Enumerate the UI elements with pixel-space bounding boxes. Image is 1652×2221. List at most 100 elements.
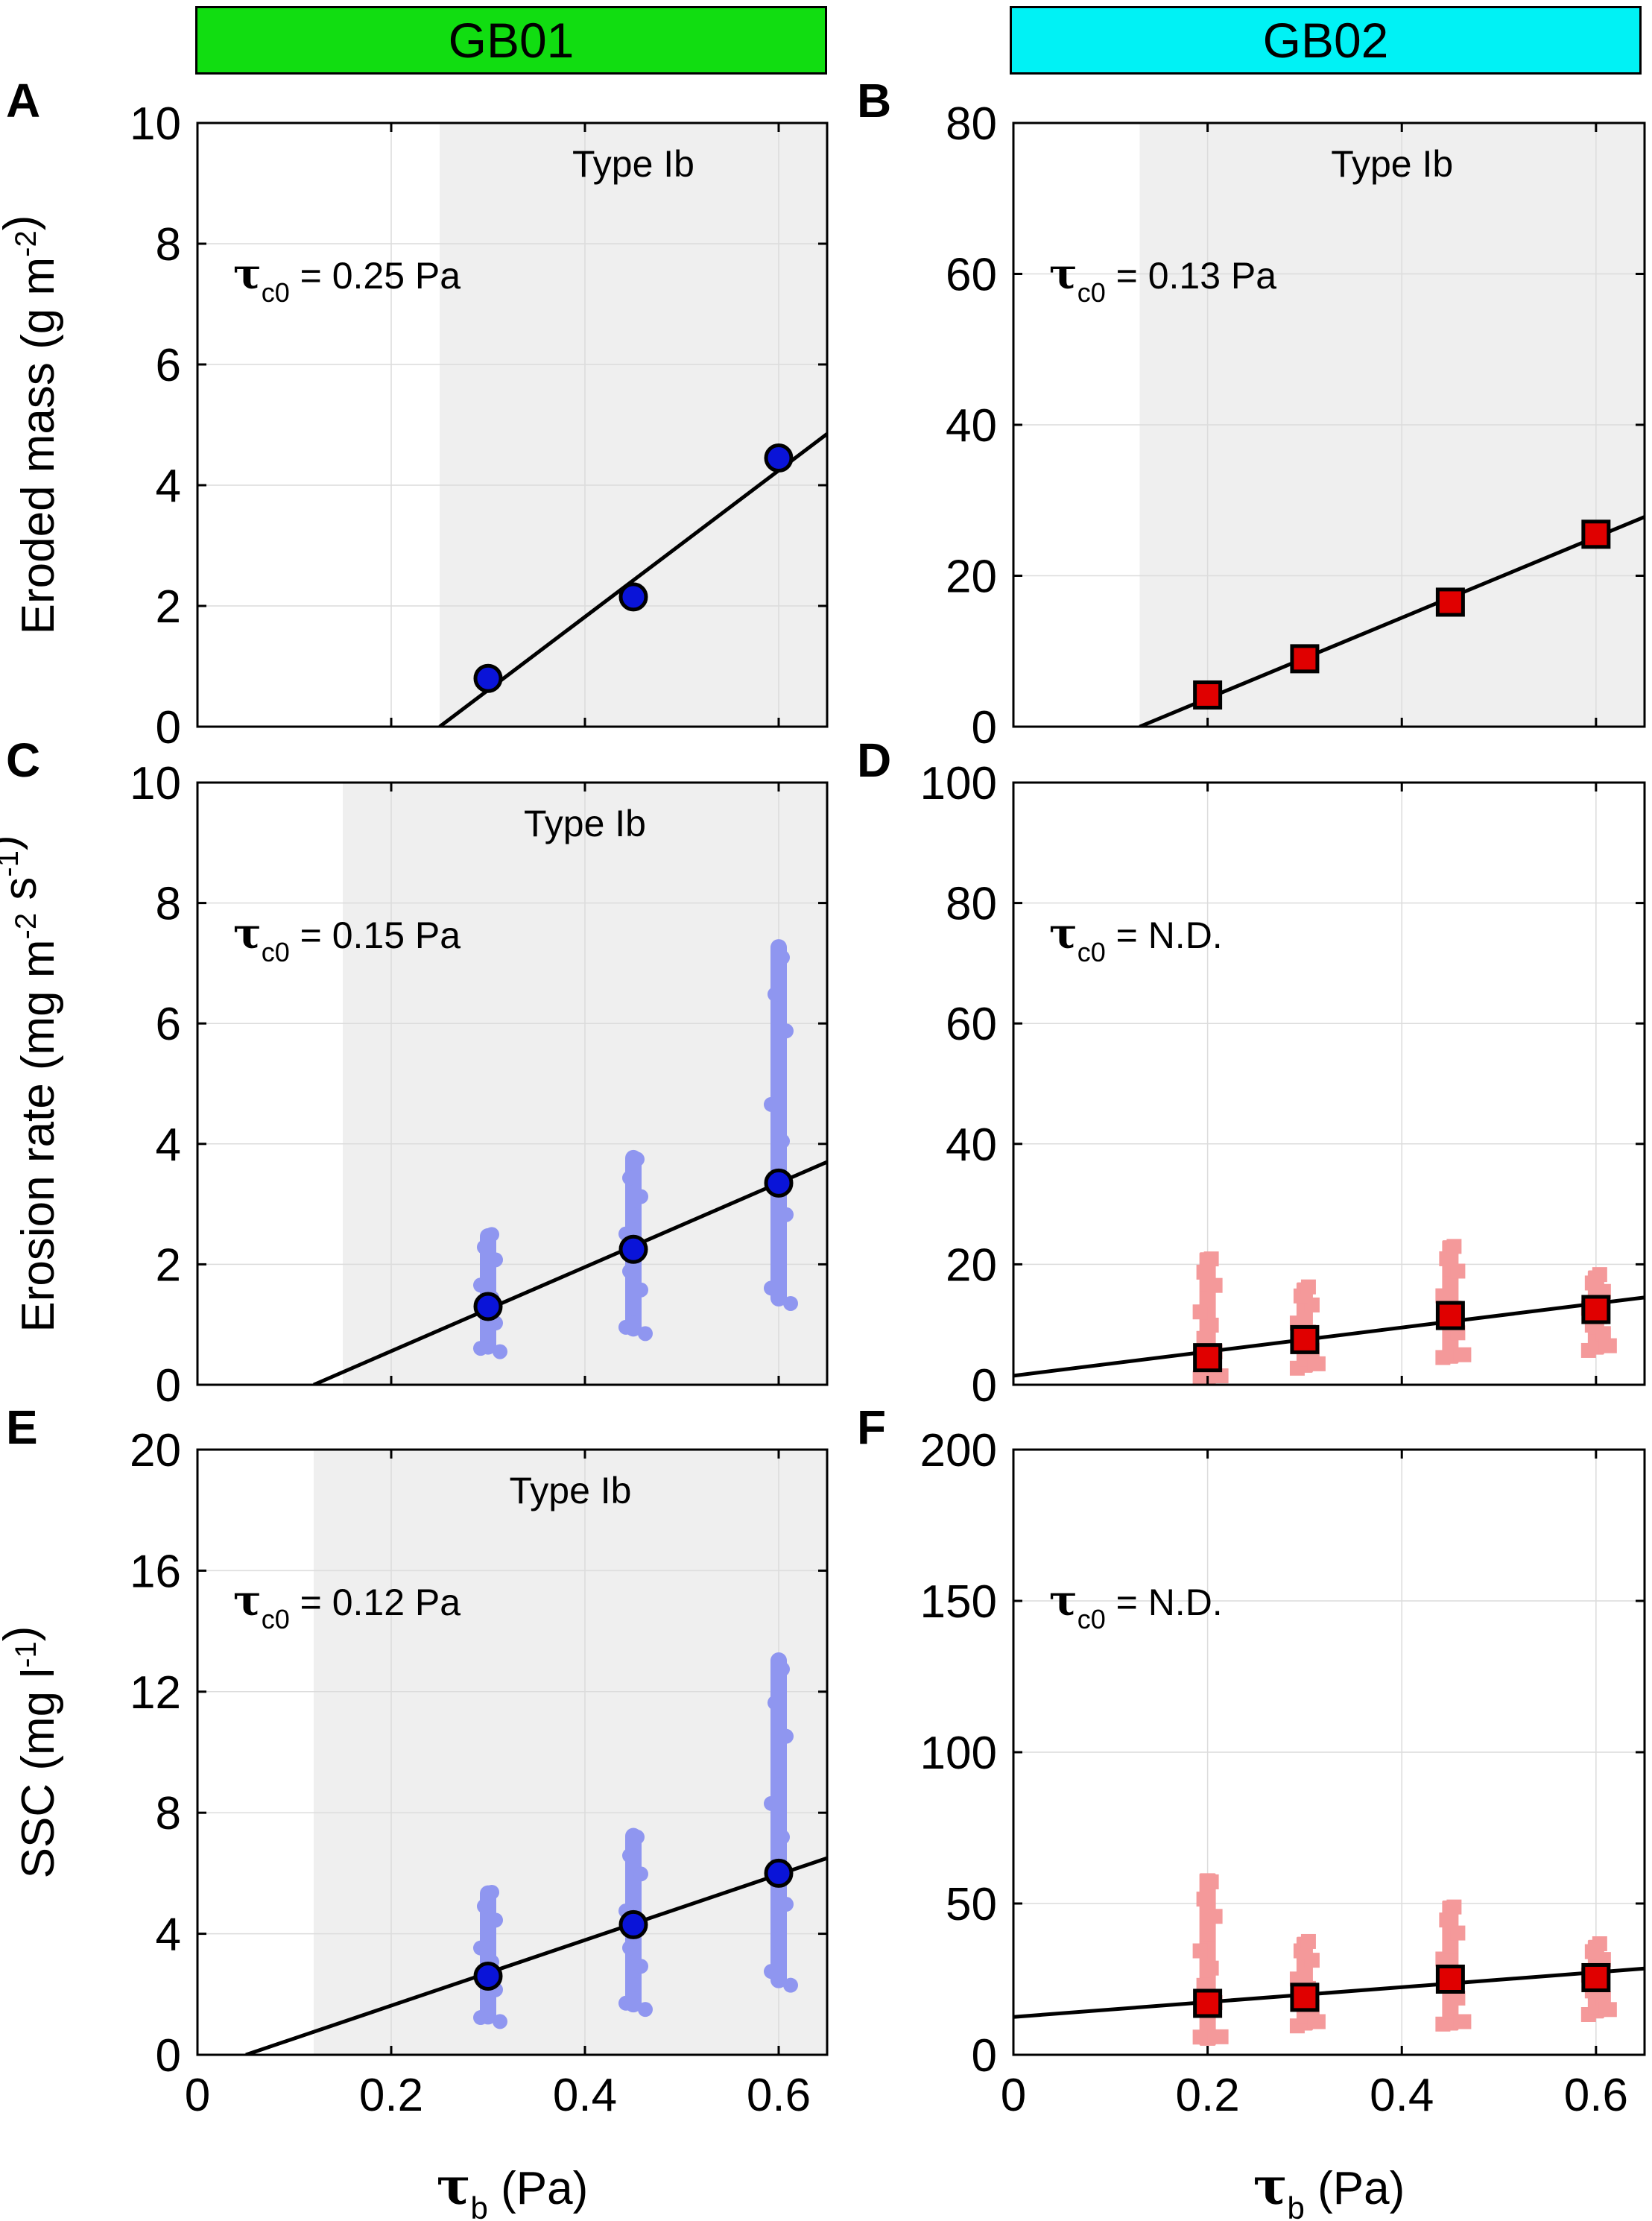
panel-f-scatter-point — [1200, 1926, 1215, 1942]
panel-a-mean-point — [618, 582, 648, 612]
panel-e-ytick-label: 4 — [156, 1909, 181, 1961]
panel-f-scatter-point — [1598, 2002, 1617, 2018]
panel-a-type-label: Type Ib — [572, 143, 694, 185]
panel-d-scatter-point — [1192, 1304, 1208, 1320]
panel-e-xtick-label: 0 — [185, 2070, 210, 2121]
panel-f-xtick-label: 0.4 — [1370, 2070, 1434, 2121]
panel-e-mean-point — [764, 1858, 794, 1888]
panel-b-ytick-label: 60 — [946, 250, 997, 301]
panel-a-axes-frame — [196, 121, 829, 728]
panel-f-xtick-label: 0 — [1001, 2070, 1026, 2121]
panel-f-xtick-label: 0.6 — [1564, 2070, 1628, 2121]
panel-c-scatter-point — [473, 1277, 488, 1293]
panel-f-scatter-point — [1192, 1943, 1208, 1959]
panel-d-scatter-point — [1453, 1347, 1472, 1362]
panel-a-tau-annotation: τc0 = 0.25 Pa — [233, 250, 461, 308]
panel-c-ytick-label: 2 — [156, 1239, 181, 1291]
panel-c-ytick-label: 8 — [156, 879, 181, 930]
panel-e-scatter-point — [622, 1848, 637, 1863]
panel-d-ytick-label: 40 — [946, 1119, 997, 1171]
panel-a-letter: A — [6, 74, 40, 127]
panel-d-scatter-point — [1192, 1371, 1208, 1385]
panel-d-scatter-point — [1307, 1356, 1326, 1371]
panel-f-mean-point — [1581, 1962, 1611, 1992]
panel-e-scatter-point — [626, 1885, 641, 1901]
panel-e-scatter-point — [481, 1996, 496, 2012]
panel-e-scatter-point — [764, 1964, 779, 1980]
panel-b-mean-point — [1581, 519, 1611, 549]
panel-d-scatter-point — [1196, 1264, 1212, 1280]
panel-c-scatter-point — [481, 1328, 496, 1344]
panel-c-scatter-point — [633, 1282, 648, 1298]
panel-c-scatter-point — [630, 1151, 645, 1167]
panel-b-ytick-label: 80 — [946, 98, 997, 150]
panel-d-scatter-point — [1435, 1288, 1451, 1304]
panel-e-scatter-point — [622, 1940, 637, 1956]
panel-a-fit-line — [438, 432, 827, 727]
panel-f-scatter-point — [1307, 2014, 1326, 2029]
panel-e-scatter-point — [633, 1959, 648, 1974]
panel-f-ytick-label: 200 — [920, 1425, 997, 1476]
panel-e-ytick-label: 0 — [156, 2030, 181, 2082]
panel-c-scatter-point — [764, 1280, 779, 1296]
panel-c-scatter-point — [622, 1263, 637, 1279]
panel-d-ytick-label: 80 — [946, 879, 997, 930]
panel-e-scatter-point — [473, 2010, 488, 2026]
header-gb02: GB02 — [1010, 6, 1642, 75]
panel-d-data — [1013, 1239, 1645, 1385]
panel-f-scatter-point — [1203, 1960, 1219, 1976]
panel-a-ylabel: Eroded mass (g m-2) — [0, 215, 64, 635]
panel-d-scatter-point — [1203, 1318, 1219, 1333]
panel-d-axes-bg — [1013, 783, 1645, 1385]
panel-e-scatter-point — [473, 1940, 488, 1956]
panel-e-xlabel: τb (Pa) — [437, 2157, 588, 2221]
panel-e-scatter-point — [771, 1930, 786, 1946]
panel-d-axes-frame — [1012, 781, 1646, 1386]
panel-e-mean-point — [473, 1961, 503, 1991]
panel-e-tau-annotation: τc0 = 0.12 Pa — [233, 1576, 461, 1634]
panel-f-scatter-point — [1207, 1909, 1223, 1924]
panel-e: 0 0.2 0.4 0.6 0 4 8 12 16 20 E Type Ib τc0 = 0.12 Pa… — [0, 1400, 829, 2221]
panel-d-scatter-point — [1592, 1267, 1607, 1283]
panel-d-scatter-point — [1200, 1291, 1215, 1307]
panel-b-fit-line — [1139, 515, 1645, 727]
panel-c-scatter-point — [779, 1023, 794, 1039]
panel-c-scatter-point — [493, 1344, 507, 1359]
panel-f-xtick-label: 0.2 — [1176, 2070, 1240, 2121]
panel-d-fit-line — [1013, 1295, 1645, 1378]
panel-a-ytick-label: 4 — [156, 461, 181, 512]
panel-f-scatter-point — [1450, 1925, 1466, 1941]
panel-e-scatter-point — [477, 1898, 492, 1914]
panel-c-scatter-point — [618, 1319, 633, 1335]
panel-e-scatter-point — [771, 1762, 786, 1778]
panel-f-fit-line — [1013, 1966, 1645, 2019]
panel-e-ytick-label: 16 — [130, 1546, 181, 1597]
panel-d-mean-point — [1290, 1324, 1320, 1354]
panel-b-tau-annotation: τc0 = 0.13 Pa — [1049, 250, 1276, 308]
panel-d-tau-annotation: τc0 = N.D. — [1049, 909, 1223, 967]
panel-c-ytick-label: 10 — [130, 758, 181, 809]
panel-a: 0 2 4 6 8 10 A Type Ib τc0 = 0.25 Pa Eroded mass … — [0, 74, 829, 754]
panel-b-ytick-label: 20 — [946, 552, 997, 603]
panel-c-scatter-point — [626, 1207, 641, 1223]
panel-e-scatter-point — [488, 1912, 503, 1928]
panel-c: 0 2 4 6 8 10 C Type Ib τc0 = 0.15 Pa Erosion rate… — [0, 733, 829, 1412]
panel-e-scatter-point — [779, 1897, 794, 1912]
panel-d-mean-point — [1581, 1295, 1611, 1324]
panel-c-tau-annotation: τc0 = 0.15 Pa — [233, 909, 461, 967]
panel-f-scatter-point — [1443, 1939, 1458, 1954]
panel-f-scatter-point — [1203, 1874, 1219, 1889]
panel-e-scatter-point — [638, 2002, 653, 2018]
panel-b-data — [1139, 515, 1645, 727]
panel-d-scatter-point — [1196, 1330, 1212, 1346]
panel-f-mean-point — [1193, 1988, 1223, 2018]
panel-c-scatter-point — [473, 1341, 488, 1356]
panel-d-mean-point — [1435, 1301, 1465, 1330]
panel-c-ytick-label: 6 — [156, 999, 181, 1050]
panel-e-xtick-label: 0.2 — [359, 2070, 423, 2121]
panel-a-ytick-label: 2 — [156, 581, 181, 633]
panel-c-ylabel: Erosion rate (mg m-2 s-1) — [0, 835, 64, 1332]
panel-f-scatter-point — [1435, 2016, 1451, 2032]
panel-f-ytick-label: 150 — [920, 1576, 997, 1628]
